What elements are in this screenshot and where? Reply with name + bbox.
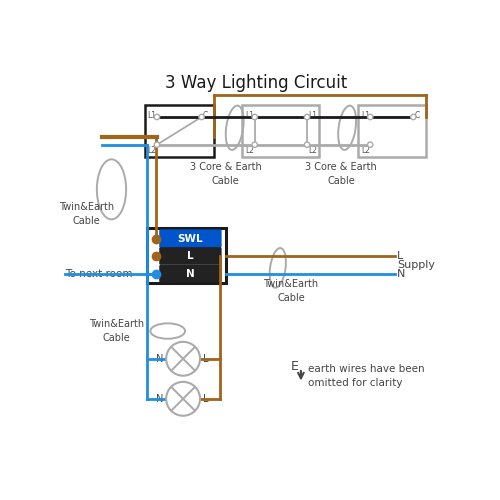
Text: To next room: To next room <box>66 269 133 279</box>
Text: Twin&Earth
Cable: Twin&Earth Cable <box>264 280 318 302</box>
Text: L: L <box>204 394 209 404</box>
Text: L2: L2 <box>148 146 156 156</box>
Text: earth wires have been
omitted for clarity: earth wires have been omitted for clarit… <box>308 364 424 388</box>
FancyBboxPatch shape <box>159 230 222 248</box>
Text: C: C <box>203 111 208 120</box>
Text: 3 Core & Earth
Cable: 3 Core & Earth Cable <box>305 162 377 186</box>
Text: Supply: Supply <box>397 260 435 270</box>
FancyBboxPatch shape <box>358 104 426 157</box>
Text: 3 Core & Earth
Cable: 3 Core & Earth Cable <box>190 162 262 186</box>
Text: L2: L2 <box>308 146 318 156</box>
Circle shape <box>368 142 373 148</box>
Text: N: N <box>186 269 194 279</box>
Text: Twin&Earth
Cable: Twin&Earth Cable <box>60 202 114 226</box>
Text: SWL: SWL <box>177 234 203 243</box>
Circle shape <box>166 342 200 376</box>
Circle shape <box>304 114 310 119</box>
Circle shape <box>304 142 310 148</box>
Circle shape <box>154 142 160 148</box>
Text: C: C <box>415 111 420 120</box>
Circle shape <box>252 114 258 119</box>
Text: E: E <box>291 360 299 373</box>
Circle shape <box>368 114 373 119</box>
Text: L1: L1 <box>246 111 254 120</box>
Text: N: N <box>397 269 406 279</box>
Text: L: L <box>204 354 209 364</box>
Circle shape <box>154 114 160 119</box>
FancyBboxPatch shape <box>242 104 320 157</box>
FancyBboxPatch shape <box>159 265 222 282</box>
Text: L2: L2 <box>246 146 254 156</box>
Text: Twin&Earth
Cable: Twin&Earth Cable <box>88 320 144 342</box>
FancyBboxPatch shape <box>159 247 222 265</box>
FancyBboxPatch shape <box>144 104 214 157</box>
Circle shape <box>199 114 204 119</box>
Text: L1: L1 <box>308 111 318 120</box>
Text: N: N <box>156 354 164 364</box>
Text: L: L <box>186 250 194 260</box>
Text: L: L <box>397 250 404 260</box>
Text: 3 Way Lighting Circuit: 3 Way Lighting Circuit <box>165 74 348 92</box>
Text: L1: L1 <box>361 111 370 120</box>
Text: N: N <box>156 394 164 404</box>
Text: L1: L1 <box>148 111 156 120</box>
Circle shape <box>410 114 416 119</box>
Circle shape <box>166 382 200 416</box>
Text: L2: L2 <box>361 146 370 156</box>
Circle shape <box>252 142 258 148</box>
FancyBboxPatch shape <box>147 228 226 283</box>
